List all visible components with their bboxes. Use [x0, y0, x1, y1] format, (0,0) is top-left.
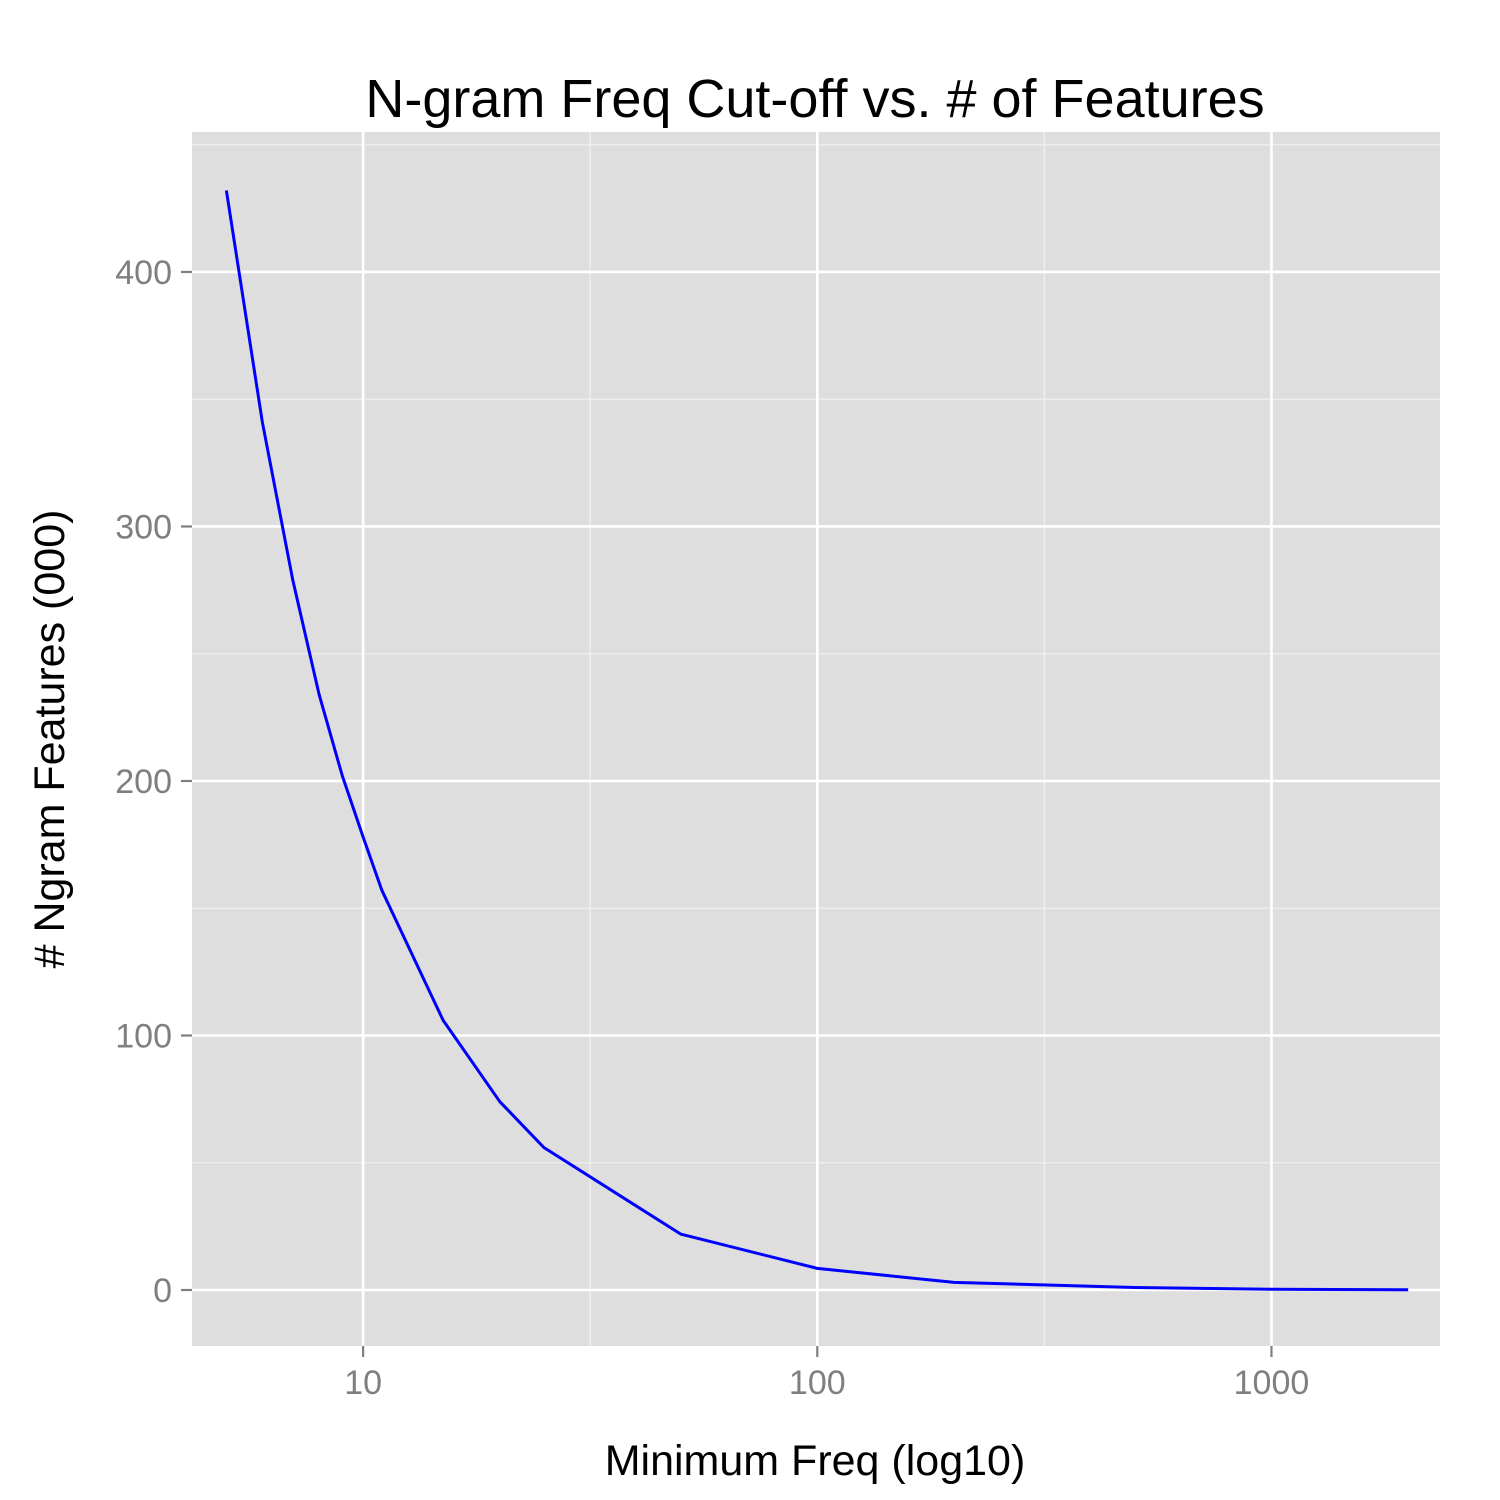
x-tick-label: 10 — [344, 1364, 382, 1402]
y-tick-label: 400 — [115, 254, 172, 292]
y-tick-label: 200 — [115, 763, 172, 801]
series-line — [224, 190, 1409, 1292]
chart-title: N-gram Freq Cut-off vs. # of Features — [365, 69, 1264, 129]
y-tick-label: 100 — [115, 1018, 172, 1056]
y-axis: 0 100 200 300 400 — [115, 254, 192, 1310]
y-axis-title: # Ngram Features (000) — [26, 510, 74, 969]
x-axis-title: Minimum Freq (log10) — [605, 1437, 1026, 1485]
x-tick-label: 100 — [789, 1364, 846, 1402]
y-tick-label: 300 — [115, 508, 172, 546]
y-tick-label: 0 — [153, 1272, 172, 1310]
x-axis: 10 100 1000 — [344, 1346, 1309, 1402]
x-tick-label: 1000 — [1234, 1364, 1310, 1402]
series-layer — [224, 190, 1409, 1292]
